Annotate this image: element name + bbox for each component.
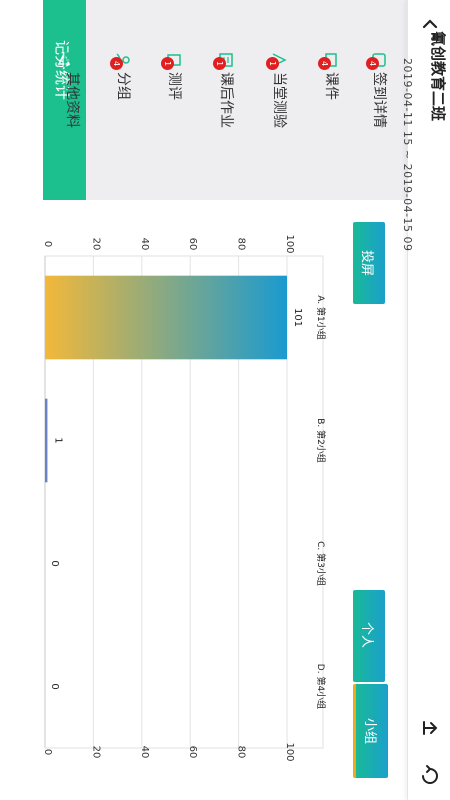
notification-badge: 1 bbox=[213, 57, 226, 70]
tab-individual[interactable]: 个人 bbox=[353, 590, 385, 682]
score-statistics-button[interactable]: 记分统计 bbox=[43, 0, 86, 200]
tick-label-bottom: 60 bbox=[187, 746, 198, 759]
screen-cast-label: 投屏 bbox=[359, 249, 374, 276]
tab-group-label: 小组 bbox=[362, 717, 377, 744]
tick-label-top: 40 bbox=[139, 238, 150, 251]
tab-individual-label: 个人 bbox=[359, 621, 374, 648]
tick-label-top: 100 bbox=[284, 234, 295, 253]
group-icon: 4 bbox=[110, 50, 133, 70]
sidebar-item-1[interactable]: 4 签到详情 bbox=[365, 0, 395, 200]
data-label: 101 bbox=[292, 308, 303, 327]
assessment-icon: 1 bbox=[161, 50, 184, 70]
category-label: D. 第4小组 bbox=[315, 664, 327, 709]
notification-badge: 1 bbox=[161, 57, 174, 70]
data-label: 0 bbox=[49, 683, 60, 689]
courseware-icon: 4 bbox=[318, 50, 341, 70]
sidebar-item-6[interactable]: 4 分组 bbox=[109, 0, 139, 200]
tick-label-top: 80 bbox=[236, 238, 247, 251]
sign-in-icon: 4 bbox=[366, 50, 389, 70]
tick-label-bottom: 20 bbox=[90, 746, 101, 759]
screen-cast-button[interactable]: 投屏 bbox=[353, 222, 385, 304]
tick-label-bottom: 40 bbox=[139, 746, 150, 759]
sidebar-item-label: 当堂测验 bbox=[271, 72, 287, 128]
header-bar bbox=[407, 0, 450, 800]
category-label: B. 第2小组 bbox=[315, 418, 327, 463]
homework-icon: 1 bbox=[213, 50, 236, 70]
other-materials-icon bbox=[62, 50, 82, 70]
tick-label-bottom: 80 bbox=[236, 746, 247, 759]
tick-label-top: 60 bbox=[187, 238, 198, 251]
refresh-icon[interactable] bbox=[418, 764, 442, 788]
sidebar-item-label: 其他资料 bbox=[64, 72, 80, 128]
sidebar-item-3[interactable]: 1 当堂测验 bbox=[265, 0, 295, 200]
sidebar-item-5[interactable]: 1 测评 bbox=[160, 0, 190, 200]
notification-badge: 4 bbox=[366, 57, 379, 70]
sidebar-item-label: 课后作业 bbox=[218, 72, 234, 128]
sidebar-item-label: 课件 bbox=[323, 72, 339, 100]
sidebar-item-4[interactable]: 1 课后作业 bbox=[212, 0, 242, 200]
tick-label-bottom: 0 bbox=[42, 749, 53, 755]
bar bbox=[45, 398, 48, 483]
notification-badge: 1 bbox=[266, 57, 279, 70]
bar bbox=[45, 275, 287, 360]
date-range: 2019-04-11 15 ~ 2019-04-15 09 bbox=[401, 58, 414, 252]
page-title: 氰创教育二班 bbox=[429, 31, 447, 122]
category-label: A. 第1小组 bbox=[315, 295, 327, 339]
chevron-back-icon[interactable] bbox=[418, 12, 442, 36]
tick-label-top: 0 bbox=[42, 241, 53, 247]
sidebar-item-2[interactable]: 4 课件 bbox=[317, 0, 347, 200]
sidebar-item-7[interactable]: 其他资料 bbox=[58, 0, 88, 200]
quiz-icon: 1 bbox=[266, 50, 289, 70]
notification-badge: 4 bbox=[110, 57, 123, 70]
sidebar-item-label: 分组 bbox=[115, 72, 131, 100]
data-label: 1 bbox=[52, 437, 63, 443]
sidebar-item-label: 签到详情 bbox=[371, 72, 387, 128]
tick-label-bottom: 100 bbox=[284, 742, 295, 761]
exit-icon[interactable] bbox=[418, 716, 442, 740]
data-label: 0 bbox=[49, 560, 60, 566]
sidebar: 记分统计 bbox=[43, 0, 407, 200]
tick-label-top: 20 bbox=[90, 238, 101, 251]
tab-group[interactable]: 小组 bbox=[353, 684, 388, 778]
notification-badge: 4 bbox=[318, 57, 331, 70]
sidebar-item-label: 测评 bbox=[166, 72, 182, 100]
category-label: C. 第3小组 bbox=[315, 541, 327, 586]
